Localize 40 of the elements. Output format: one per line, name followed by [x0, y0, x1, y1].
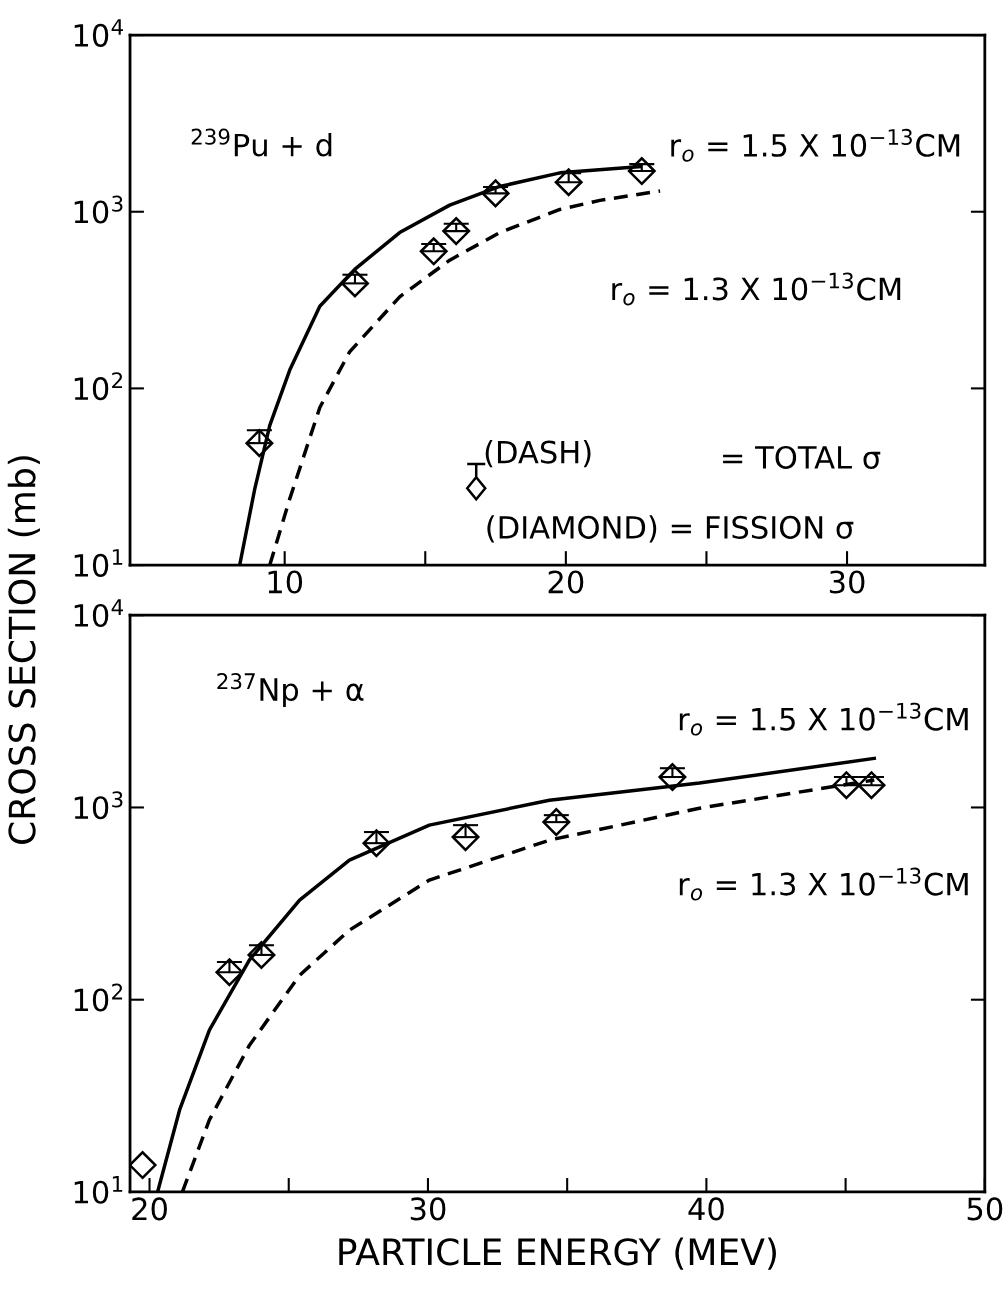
annotation: (DIAMOND) = FISSION σ: [487, 515, 854, 543]
x-tick-label: 20: [548, 570, 584, 594]
point: [247, 940, 276, 969]
y-axis-title: CROSS SECTION (mb): [7, 456, 40, 844]
annotation: $^{237}$Np + α: [217, 673, 364, 707]
point: [481, 179, 510, 208]
x-tick-label: 20: [132, 1197, 167, 1221]
point: [451, 823, 480, 852]
point: [245, 429, 274, 458]
annotation: r$_{o}$ = 1.5 X 10$^{−13}$CM: [679, 702, 968, 736]
point: [419, 237, 448, 266]
y-tick-label: 10$^{2}$: [74, 372, 123, 401]
x-tick-label: 10: [268, 570, 303, 594]
point: [130, 1151, 157, 1180]
annotation: $^{239}$Pu + d: [191, 128, 332, 157]
y-tick-label: 10$^{4}$: [74, 19, 123, 47]
annotation: r$_{o}$ = 1.3 X 10$^{−13}$CM: [612, 272, 901, 306]
x-tick-label: 30: [829, 570, 865, 594]
point: [554, 168, 583, 197]
x-tick-label: 30: [410, 1197, 446, 1221]
annotation: (DASH): [485, 440, 591, 468]
y-tick-label: 10$^{3}$: [74, 195, 123, 224]
point: [362, 829, 391, 858]
y-tick-label: 10$^{2}$: [74, 983, 123, 1012]
y-tick-label: 10$^{3}$: [74, 791, 123, 820]
y-tick-label: 10$^{1}$: [74, 1176, 123, 1204]
point: [627, 157, 656, 186]
y-tick-label: 10$^{4}$: [74, 599, 123, 628]
annotation: = TOTAL σ: [723, 445, 881, 469]
x-tick-label: 50: [967, 1197, 1003, 1221]
point: [542, 808, 571, 837]
x-axis-title: PARTICLE ENERGY (MEV): [339, 1237, 776, 1270]
point: [340, 269, 369, 298]
point: [215, 958, 244, 987]
annotation: r$_{o}$ = 1.5 X 10$^{−13}$CM: [671, 128, 960, 162]
x-tick-label: 40: [688, 1197, 724, 1221]
y-tick-label: 10$^{1}$: [74, 549, 123, 577]
point: [442, 217, 471, 246]
annotation: r$_{o}$ = 1.3 X 10$^{−13}$CM: [679, 867, 968, 901]
point: [658, 763, 687, 792]
